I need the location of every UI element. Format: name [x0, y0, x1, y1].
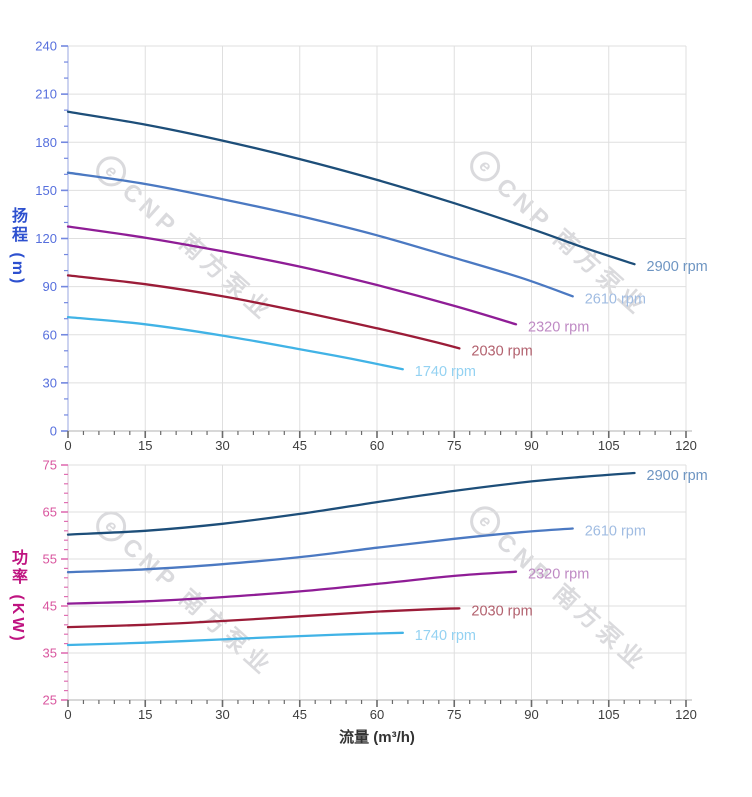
- y-tick-label: 45: [43, 599, 57, 614]
- curve-1740-rpm: [66, 315, 404, 371]
- x-tick-label: 120: [675, 438, 697, 453]
- x-tick-label: 105: [598, 438, 620, 453]
- y-tick-label: 120: [35, 231, 57, 246]
- label-2320-rpm: 2320 rpm: [528, 319, 589, 335]
- curve-2610-rpm: [66, 527, 574, 574]
- x-tick-label: 75: [447, 707, 461, 722]
- label-2030-rpm: 2030 rpm: [471, 343, 532, 359]
- curve-2610-rpm: [66, 171, 574, 298]
- y-tick-label: 55: [43, 552, 57, 567]
- x-tick-label: 30: [215, 707, 229, 722]
- head-flow-chart: 0 30 60 90 120 150 180 210 240 0 15 30 45 60 75 90 105 12…: [35, 39, 707, 454]
- y-tick-label: 240: [35, 39, 57, 54]
- x-tick-label: 45: [293, 438, 307, 453]
- curve-2320-rpm: [66, 225, 518, 326]
- x-tick-label: 105: [598, 707, 620, 722]
- label-2610-rpm: 2610 rpm: [585, 523, 646, 539]
- label-2030-rpm: 2030 rpm: [471, 603, 532, 619]
- curve-2900-rpm: [66, 110, 636, 266]
- label-1740-rpm: 1740 rpm: [415, 628, 476, 644]
- curve-2320-rpm: [66, 570, 518, 605]
- x-tick-label: 60: [370, 707, 384, 722]
- power-axis-title: 功率 (KW): [9, 549, 26, 644]
- x-tick-label: 15: [138, 707, 152, 722]
- x-tick-label: 45: [293, 707, 307, 722]
- y-tick-label: 150: [35, 183, 57, 198]
- y-tick-label: 35: [43, 646, 57, 661]
- x-tick-label: 75: [447, 438, 461, 453]
- x-tick-label: 120: [675, 707, 697, 722]
- y-tick-label: 180: [35, 135, 57, 150]
- x-tick-label: 60: [370, 438, 384, 453]
- x-tick-label: 30: [215, 438, 229, 453]
- curve-2030-rpm: [66, 607, 461, 629]
- x-tick-label: 90: [524, 707, 538, 722]
- power-flow-chart: 25 35 45 55 65 75 0 15 30 45 60 75 90 105 120 2900 rpm 2…: [43, 458, 708, 723]
- flow-axis-title: 流量 (m³/h): [339, 729, 415, 746]
- x-tick-label: 0: [64, 438, 71, 453]
- y-tick-label: 25: [43, 693, 57, 708]
- y-tick-label: 90: [43, 279, 57, 294]
- x-tick-label: 90: [524, 438, 538, 453]
- label-2900-rpm: 2900 rpm: [647, 468, 708, 484]
- label-2900-rpm: 2900 rpm: [647, 259, 708, 275]
- label-2320-rpm: 2320 rpm: [528, 567, 589, 583]
- y-tick-label: 0: [50, 424, 57, 439]
- head-axis-title: 扬程 (m): [9, 207, 26, 287]
- y-tick-label: 75: [43, 458, 57, 473]
- x-tick-label: 0: [64, 707, 71, 722]
- curve-2030-rpm: [66, 274, 461, 350]
- y-tick-label: 65: [43, 505, 57, 520]
- x-tick-label: 15: [138, 438, 152, 453]
- curve-2900-rpm: [66, 471, 636, 536]
- curve-1740-rpm: [66, 631, 404, 647]
- y-tick-label: 30: [43, 375, 57, 390]
- label-2610-rpm: 2610 rpm: [585, 291, 646, 307]
- label-1740-rpm: 1740 rpm: [415, 364, 476, 380]
- y-tick-label: 60: [43, 327, 57, 342]
- y-tick-label: 210: [35, 87, 57, 102]
